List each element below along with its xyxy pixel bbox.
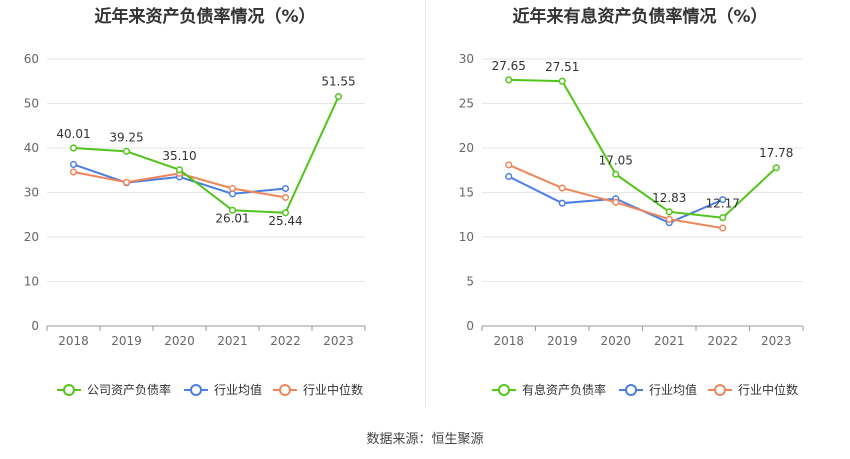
- data-label: 12.17: [706, 197, 740, 211]
- legend-marker: [279, 384, 291, 396]
- x-tick-label: 2020: [600, 334, 631, 348]
- data-point: [558, 77, 566, 85]
- data-label: 35.10: [162, 149, 196, 163]
- data-source-label: 数据来源：: [366, 432, 432, 447]
- data-point: [505, 76, 513, 84]
- y-tick-label: 20: [459, 141, 474, 155]
- chart-2-interest-bearing-debt-ratio: 0 5 10 15 20 25 30 2018 2019 2020 2021 2022 2023 27.6…: [459, 52, 804, 397]
- data-label: 51.55: [321, 75, 355, 89]
- x-tick-label: 2019: [111, 334, 142, 348]
- data-label: 39.25: [109, 130, 143, 144]
- data-point: [122, 147, 131, 155]
- x-tick-label: 2023: [761, 334, 792, 348]
- y-tick-label: 15: [459, 186, 474, 200]
- x-tick-label: 2019: [547, 334, 578, 348]
- data-label: 25.44: [268, 214, 302, 228]
- data-label: 27.65: [492, 59, 526, 73]
- series-line: [508, 78, 777, 219]
- data-label: 26.01: [215, 211, 249, 225]
- data-point: [612, 170, 620, 178]
- data-point: [69, 144, 78, 152]
- y-tick-label: 25: [459, 97, 474, 111]
- x-tick-label: 2022: [270, 334, 301, 348]
- data-source: 数据来源：恒生聚源: [0, 428, 850, 447]
- chart-1-title: 近年来资产负债率情况（%）: [94, 7, 316, 27]
- data-label: 27.51: [545, 60, 579, 74]
- x-tick-label: 2020: [164, 334, 195, 348]
- data-point: [612, 198, 620, 206]
- panel-divider: [425, 0, 426, 408]
- y-tick-label: 30: [459, 52, 474, 66]
- legend-label: 行业中位数: [738, 382, 798, 397]
- y-tick-label: 20: [24, 230, 39, 244]
- data-label: 17.05: [599, 153, 633, 167]
- x-tick-label: 2021: [654, 334, 685, 348]
- data-point: [281, 193, 290, 201]
- y-tick-label: 10: [24, 275, 39, 289]
- data-point: [558, 184, 566, 192]
- chart-2-title: 近年来有息资产负债率情况（%）: [512, 7, 768, 27]
- y-tick-label: 50: [24, 97, 39, 111]
- data-label: 17.78: [759, 146, 793, 160]
- x-tick-label: 2022: [707, 334, 738, 348]
- data-point: [281, 209, 290, 217]
- data-point: [719, 214, 727, 222]
- data-point: [665, 208, 673, 216]
- x-tick-label: 2021: [217, 334, 248, 348]
- legend-label: 行业中位数: [303, 382, 363, 397]
- legend-marker: [625, 384, 637, 396]
- chart-1-debt-ratio: 0 10 20 30 40 50 60 2018 2019 2020 2021 2022 2023 40.…: [24, 52, 366, 397]
- series-line: [73, 96, 340, 214]
- legend-label: 行业均值: [214, 382, 262, 397]
- data-point: [281, 184, 290, 193]
- data-label: 12.83: [652, 191, 686, 205]
- data-point: [505, 172, 513, 181]
- data-source-value: 恒生聚源: [431, 432, 484, 447]
- data-point: [772, 164, 780, 172]
- y-tick-label: 60: [24, 52, 39, 66]
- data-point: [719, 196, 727, 204]
- x-tick-label: 2023: [323, 334, 354, 348]
- legend-marker: [498, 384, 510, 396]
- y-tick-label: 10: [459, 230, 474, 244]
- legend-label: 有息资产负债率: [522, 382, 606, 397]
- legend-marker: [190, 384, 202, 396]
- data-point: [228, 184, 237, 193]
- data-point: [665, 215, 673, 223]
- legend-label: 公司资产负债率: [87, 382, 171, 397]
- legend-marker: [63, 384, 75, 396]
- x-tick-label: 2018: [493, 334, 524, 348]
- data-point: [69, 160, 78, 169]
- data-label: 40.01: [56, 127, 90, 141]
- data-point: [175, 166, 184, 174]
- legend-label: 行业均值: [649, 382, 697, 397]
- data-point: [228, 206, 237, 214]
- y-tick-label: 30: [24, 186, 39, 200]
- data-point: [505, 161, 513, 169]
- data-point: [334, 93, 343, 101]
- data-point: [719, 224, 727, 232]
- y-tick-label: 40: [24, 141, 39, 155]
- y-tick-label: 0: [466, 319, 474, 333]
- y-tick-label: 5: [466, 275, 474, 289]
- x-tick-label: 2018: [58, 334, 89, 348]
- legend-marker: [714, 384, 726, 396]
- y-tick-label: 0: [31, 319, 39, 333]
- data-point: [69, 168, 78, 176]
- data-point: [122, 178, 131, 186]
- data-point: [558, 199, 566, 207]
